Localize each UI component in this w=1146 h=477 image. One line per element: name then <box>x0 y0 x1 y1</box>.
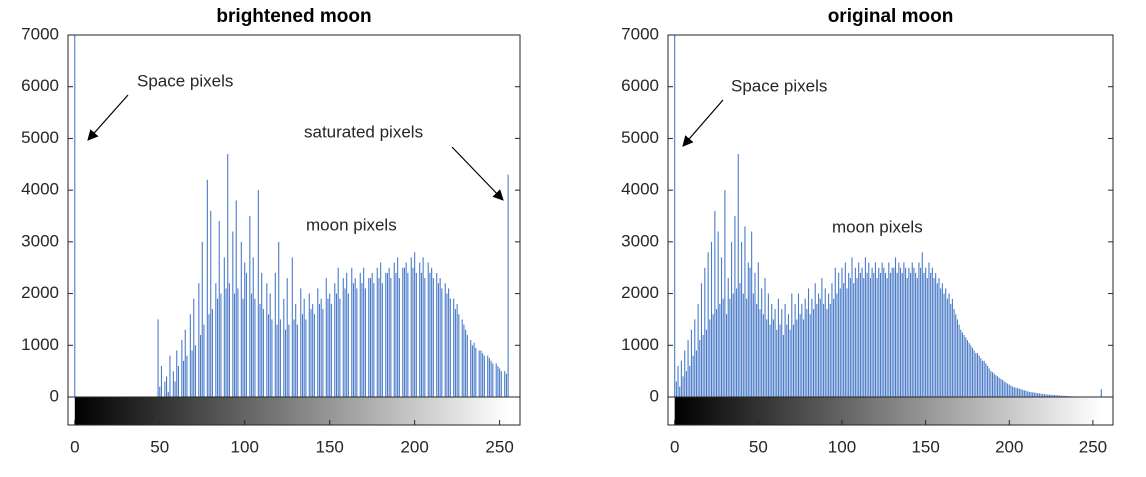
annotation-arrow <box>682 99 724 147</box>
annotation-arrow <box>87 94 129 141</box>
x-tick-label: 150 <box>315 437 343 456</box>
x-tick-label: 250 <box>485 437 513 456</box>
colorbar <box>674 397 1102 425</box>
x-tick-label: 50 <box>749 437 768 456</box>
y-tick-label: 5000 <box>21 128 59 147</box>
y-tick-label: 2000 <box>21 283 59 302</box>
y-tick-label: 3000 <box>621 231 659 250</box>
x-tick-label: 0 <box>70 437 79 456</box>
y-tick-label: 2000 <box>621 283 659 302</box>
stems <box>674 35 1102 397</box>
x-tick-label: 100 <box>828 437 856 456</box>
stems <box>74 35 509 397</box>
y-tick-label: 7000 <box>621 24 659 43</box>
y-tick-label: 6000 <box>21 76 59 95</box>
y-tick-label: 7000 <box>21 24 59 43</box>
chart-title: brightened moon <box>216 6 371 27</box>
y-tick-label: 0 <box>50 386 59 405</box>
x-tick-label: 150 <box>911 437 939 456</box>
y-tick-label: 4000 <box>21 180 59 199</box>
axes-box <box>67 34 521 426</box>
y-tick-label: 0 <box>650 386 659 405</box>
annotation: saturated pixels <box>304 122 423 141</box>
axes-box <box>667 34 1114 426</box>
annotation: Space pixels <box>731 76 827 95</box>
annotation: Space pixels <box>137 71 233 90</box>
y-tick-label: 3000 <box>21 231 59 250</box>
histogram-panel: original moon010002000300040005000600070… <box>621 6 1114 456</box>
y-tick-label: 1000 <box>621 335 659 354</box>
y-tick-label: 1000 <box>21 335 59 354</box>
colorbar <box>74 397 509 425</box>
x-tick-label: 250 <box>1079 437 1107 456</box>
annotation: moon pixels <box>306 215 397 234</box>
histogram-panel: brightened moon0100020003000400050006000… <box>21 6 521 456</box>
annotation: moon pixels <box>832 217 923 236</box>
y-tick-label: 6000 <box>621 76 659 95</box>
x-tick-label: 100 <box>231 437 259 456</box>
y-tick-label: 5000 <box>621 128 659 147</box>
y-tick-label: 4000 <box>621 180 659 199</box>
x-tick-label: 200 <box>995 437 1023 456</box>
chart-title: original moon <box>828 6 954 27</box>
x-tick-label: 0 <box>670 437 679 456</box>
x-tick-label: 200 <box>400 437 428 456</box>
annotation-arrow <box>451 146 504 201</box>
x-tick-label: 50 <box>150 437 169 456</box>
